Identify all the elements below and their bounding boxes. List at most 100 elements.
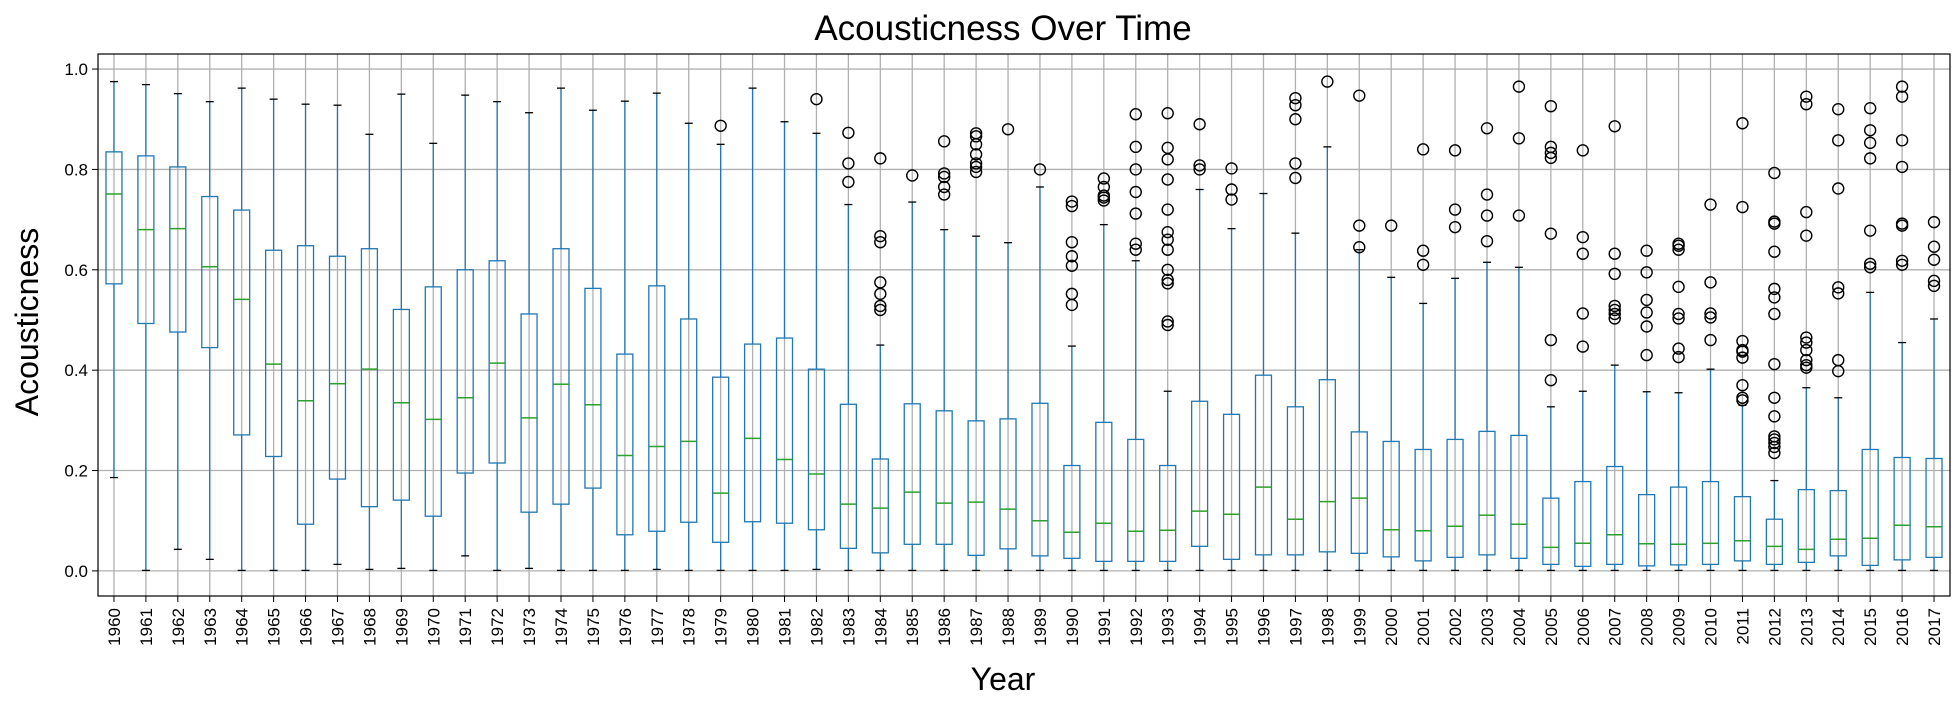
outlier-point — [1161, 243, 1174, 256]
outlier-point — [969, 165, 983, 179]
x-ticks: 1960 1961 1962 1963 1964 1965 1966 1967 1968 1969… — [105, 596, 1944, 646]
box-1967 — [328, 104, 347, 566]
x-tick-label: 1960 — [105, 608, 124, 646]
x-tick-label: 2001 — [1414, 608, 1433, 646]
box-1965 — [264, 98, 283, 572]
outlier-point — [1353, 241, 1366, 254]
outlier-point — [1385, 219, 1398, 232]
outlier-point — [1161, 233, 1174, 246]
outlier-point — [1321, 75, 1334, 88]
outlier-point — [1640, 348, 1653, 362]
box-2000 — [1382, 219, 1400, 572]
outlier-point — [1065, 250, 1079, 263]
box-iqr — [1765, 518, 1784, 566]
box-1987 — [967, 127, 985, 572]
box-2010 — [1701, 198, 1720, 572]
box-1994 — [1190, 118, 1209, 572]
x-tick-label: 1992 — [1127, 608, 1146, 646]
outlier-point — [1544, 146, 1558, 160]
outlier-point — [969, 157, 983, 170]
outlier-point — [1544, 374, 1558, 387]
box-1983 — [839, 126, 858, 572]
outlier-point — [1161, 173, 1174, 186]
box-2003 — [1478, 122, 1496, 572]
outlier-point — [874, 276, 887, 289]
outlier-point — [1544, 227, 1558, 240]
box-iqr — [1606, 465, 1624, 566]
x-tick-label: 1996 — [1254, 608, 1273, 646]
x-tick-label: 1962 — [169, 608, 188, 646]
outlier-point — [1129, 243, 1142, 256]
box-iqr — [1063, 464, 1081, 560]
outlier-point — [1800, 205, 1813, 219]
outlier-point — [1895, 160, 1909, 174]
x-tick-label: 1993 — [1159, 608, 1178, 646]
x-tick-label: 2005 — [1542, 608, 1561, 646]
y-tick-label: 1.0 — [64, 60, 88, 79]
outlier-point — [1097, 180, 1111, 194]
outlier-point — [1353, 219, 1366, 232]
box-1993 — [1159, 107, 1177, 572]
box-2005 — [1542, 99, 1560, 572]
box-iqr — [999, 418, 1017, 550]
box-1986 — [935, 135, 953, 572]
x-tick-label: 2016 — [1893, 608, 1912, 646]
box-1970 — [424, 142, 442, 572]
outlier-point — [1289, 91, 1302, 105]
outlier-point — [1129, 207, 1142, 220]
outlier-point — [1832, 353, 1845, 367]
outlier-point — [1416, 143, 1430, 156]
box-1964 — [233, 87, 251, 572]
box-2006 — [1574, 144, 1592, 572]
box-iqr — [552, 248, 570, 505]
x-tick-label: 1994 — [1191, 608, 1210, 646]
outlier-point — [1704, 307, 1717, 320]
x-tick-label: 2017 — [1925, 608, 1944, 646]
x-tick-label: 2008 — [1638, 608, 1657, 646]
outlier-point — [1800, 229, 1813, 242]
outlier-point — [1576, 230, 1589, 244]
box-1988 — [999, 123, 1017, 572]
box-iqr — [233, 209, 251, 436]
outlier-point — [1768, 436, 1781, 450]
outlier-point — [1736, 379, 1749, 392]
outlier-point — [1863, 152, 1877, 165]
x-tick-label: 1991 — [1095, 608, 1114, 646]
box-2002 — [1446, 144, 1464, 572]
box-iqr — [424, 286, 442, 517]
outlier-point — [1129, 108, 1142, 121]
x-tick-label: 2007 — [1606, 608, 1625, 646]
box-iqr — [648, 285, 666, 532]
outlier-point — [1544, 140, 1558, 154]
outlier-point — [1225, 183, 1238, 196]
x-tick-label: 2000 — [1382, 608, 1401, 646]
plot-area-frame — [97, 53, 1951, 597]
outlier-point — [1640, 293, 1653, 307]
outlier-point — [1863, 101, 1877, 115]
box-iqr — [1127, 438, 1145, 563]
outlier-point — [1608, 312, 1621, 325]
outlier-point — [1800, 353, 1813, 367]
box-iqr — [105, 151, 123, 285]
x-tick-label: 1988 — [999, 608, 1018, 646]
outlier-point — [1863, 261, 1877, 274]
x-tick-label: 1999 — [1350, 608, 1369, 646]
box-iqr — [1542, 497, 1560, 566]
outlier-point — [1672, 350, 1685, 364]
outlier-point — [1768, 291, 1781, 304]
y-axis-label: Acousticness — [9, 228, 45, 417]
outlier-point — [1672, 342, 1685, 355]
outlier-point — [1480, 122, 1494, 135]
outlier-point — [1225, 162, 1238, 175]
box-1982 — [807, 92, 826, 571]
outlier-point — [842, 175, 855, 189]
outlier-point — [1161, 141, 1174, 155]
outlier-point — [1768, 433, 1781, 446]
outlier-point — [1097, 189, 1111, 202]
outlier-point — [1065, 199, 1079, 213]
chart-title: Acousticness Over Time — [814, 9, 1191, 48]
outlier-point — [1640, 266, 1653, 279]
outlier-point — [1800, 336, 1813, 349]
outlier-point — [1640, 306, 1653, 319]
outlier-point — [1768, 282, 1781, 296]
